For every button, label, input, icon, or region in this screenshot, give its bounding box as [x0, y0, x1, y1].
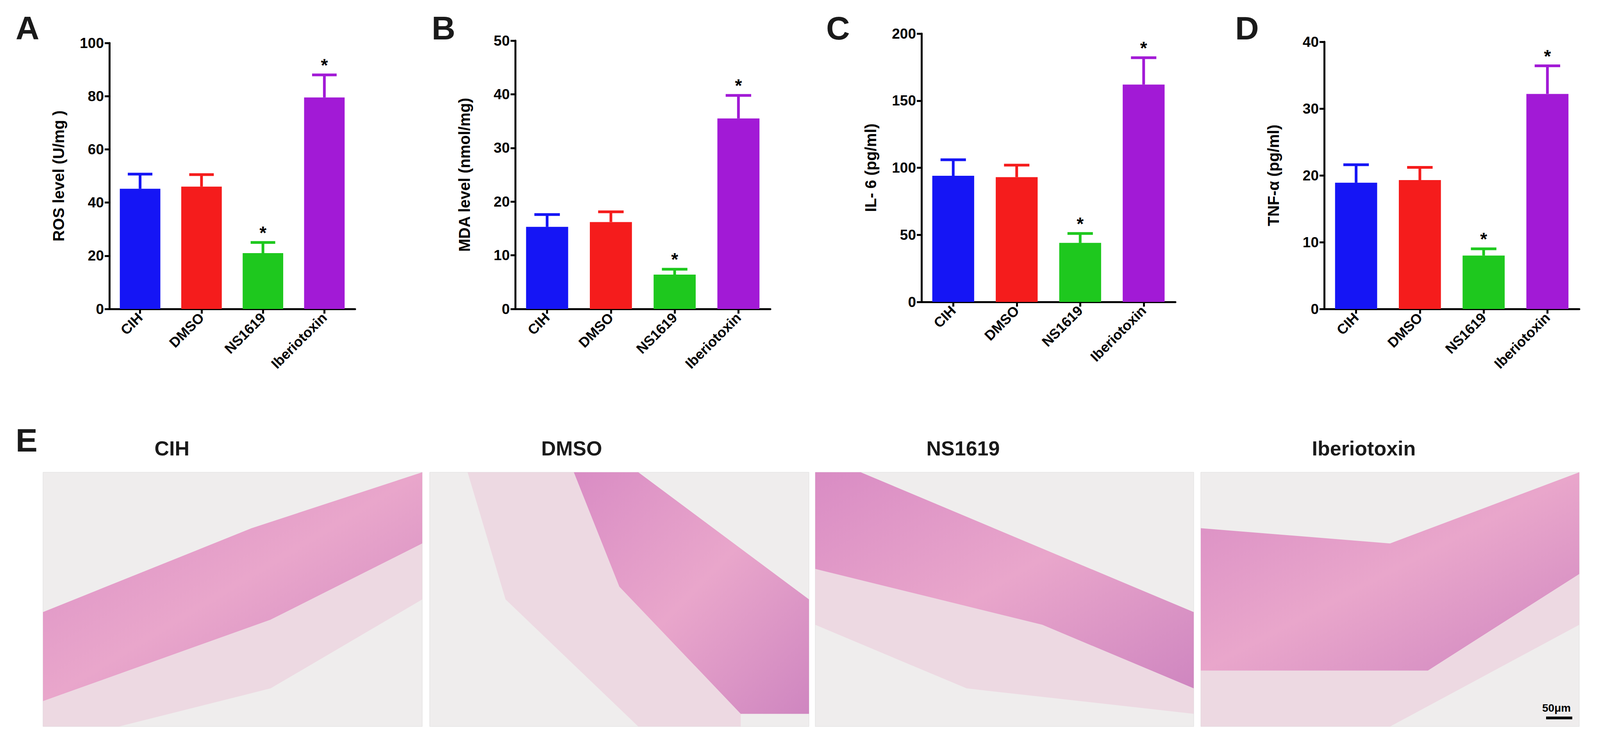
svg-text:*: *	[1480, 228, 1488, 250]
svg-text:D: D	[1235, 9, 1259, 47]
svg-text:50μm: 50μm	[1542, 701, 1571, 715]
svg-text:80: 80	[87, 88, 104, 105]
svg-text:20: 20	[493, 193, 510, 210]
svg-text:200: 200	[891, 25, 917, 42]
svg-text:100: 100	[891, 159, 917, 176]
svg-text:50: 50	[493, 32, 510, 49]
svg-text:*: *	[1076, 213, 1084, 234]
svg-text:Iberiotoxin: Iberiotoxin	[1087, 302, 1150, 365]
svg-text:NS1619: NS1619	[633, 309, 681, 358]
svg-text:40: 40	[1302, 33, 1319, 50]
svg-text:0: 0	[501, 301, 510, 318]
svg-text:Iberiotoxin: Iberiotoxin	[267, 309, 331, 372]
svg-text:NS1619: NS1619	[926, 437, 1000, 460]
svg-text:B: B	[431, 9, 456, 47]
svg-text:CIH: CIH	[154, 437, 190, 460]
svg-text:ROS level (U/mg ): ROS level (U/mg )	[50, 110, 68, 242]
svg-text:*: *	[671, 249, 679, 270]
svg-text:CIH: CIH	[117, 309, 146, 339]
svg-text:CIH: CIH	[524, 309, 553, 339]
svg-text:NS1619: NS1619	[1442, 309, 1490, 358]
svg-text:30: 30	[493, 139, 510, 156]
svg-text:C: C	[826, 9, 850, 47]
svg-text:CIH: CIH	[1333, 309, 1362, 339]
svg-text:DMSO: DMSO	[1384, 309, 1426, 351]
svg-text:0: 0	[1310, 301, 1319, 318]
svg-text:MDA level (nmol/mg): MDA level (nmol/mg)	[455, 97, 474, 252]
svg-text:40: 40	[87, 194, 104, 211]
svg-text:Iberiotoxin: Iberiotoxin	[682, 309, 745, 372]
svg-text:DMSO: DMSO	[981, 302, 1023, 344]
svg-text:DMSO: DMSO	[541, 437, 603, 460]
svg-text:0: 0	[907, 294, 917, 311]
svg-text:*: *	[259, 222, 267, 243]
svg-text:IL- 6 (pg/ml): IL- 6 (pg/ml)	[862, 123, 880, 213]
svg-text:*: *	[1140, 37, 1148, 59]
svg-text:NS1619: NS1619	[1038, 302, 1086, 350]
svg-text:*: *	[320, 55, 328, 76]
svg-text:20: 20	[87, 247, 104, 264]
svg-text:DMSO: DMSO	[166, 309, 208, 351]
svg-text:150: 150	[891, 92, 917, 109]
svg-text:CIH: CIH	[930, 302, 959, 332]
svg-text:Iberiotoxin: Iberiotoxin	[1491, 309, 1554, 372]
svg-text:20: 20	[1302, 167, 1319, 184]
svg-text:Iberiotoxin: Iberiotoxin	[1312, 437, 1417, 460]
svg-text:A: A	[15, 9, 40, 47]
svg-text:NS1619: NS1619	[221, 309, 269, 358]
svg-text:0: 0	[95, 301, 104, 318]
svg-text:10: 10	[493, 247, 510, 264]
svg-text:DMSO: DMSO	[575, 309, 617, 351]
svg-text:10: 10	[1302, 234, 1319, 251]
svg-text:60: 60	[87, 141, 104, 158]
svg-text:40: 40	[493, 86, 510, 103]
svg-text:TNF-α (pg/ml): TNF-α (pg/ml)	[1264, 124, 1283, 227]
svg-text:30: 30	[1302, 100, 1319, 117]
svg-text:100: 100	[79, 35, 104, 52]
svg-text:*: *	[1543, 46, 1551, 67]
svg-text:E: E	[15, 421, 38, 459]
svg-text:50: 50	[900, 226, 917, 243]
svg-text:*: *	[734, 75, 742, 96]
